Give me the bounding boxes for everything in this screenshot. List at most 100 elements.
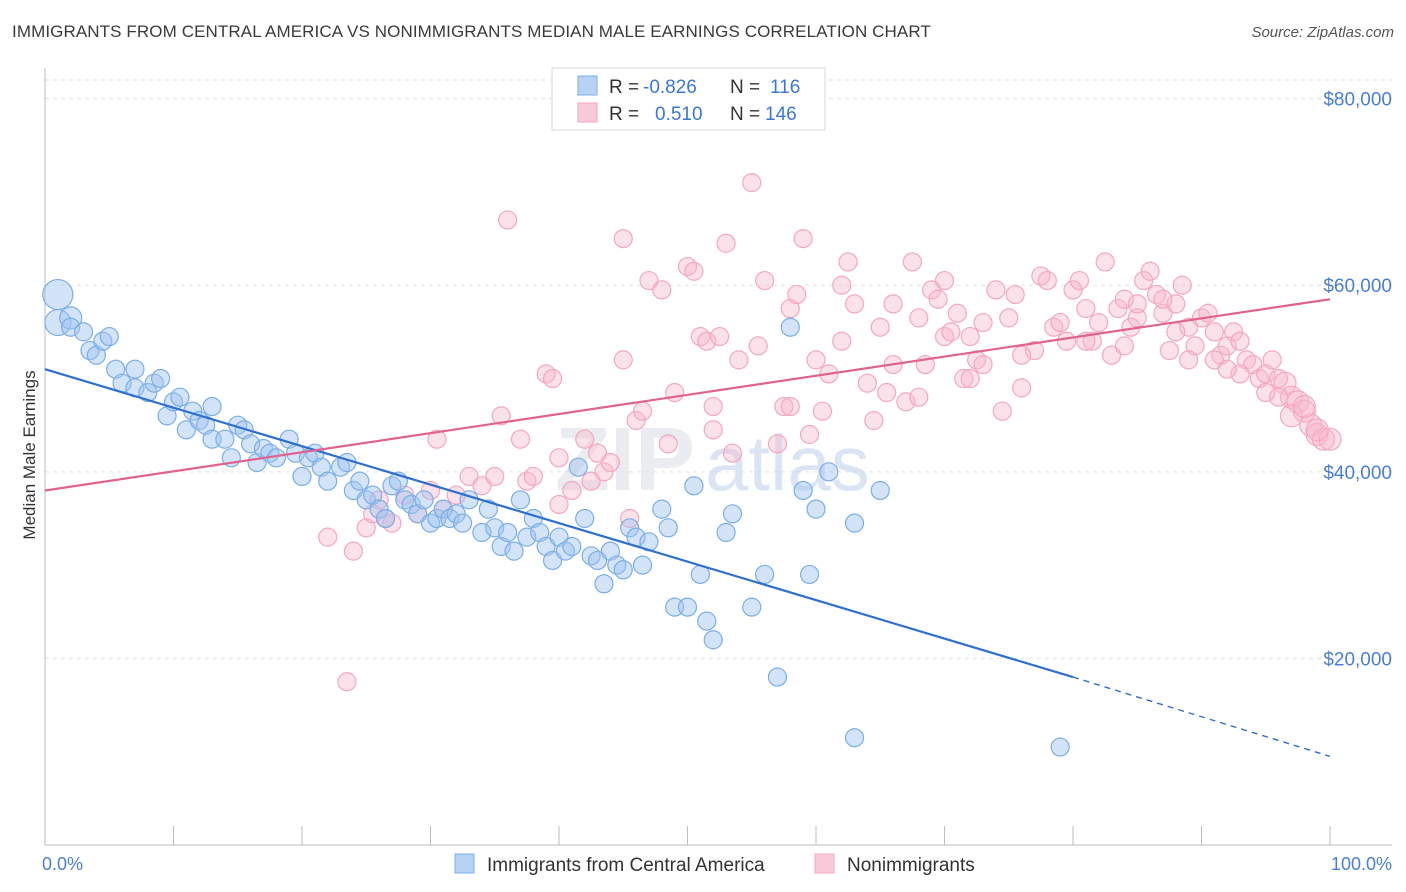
nonimmigrants-point — [542, 368, 563, 389]
immigrants-point — [369, 499, 389, 519]
immigrants-point — [684, 476, 704, 496]
immigrants-point — [806, 499, 826, 519]
nonimmigrants-point — [710, 326, 730, 347]
immigrants-point — [202, 396, 222, 417]
nonimmigrants-point — [902, 252, 922, 272]
nonimmigrants-point — [337, 672, 357, 692]
nonimmigrants-point — [1204, 350, 1224, 370]
y-tick-labels: $20,000 $40,000 $60,000 $80,000 — [1323, 90, 1392, 671]
bottom-legend-swatch-blue — [454, 853, 475, 874]
nonimmigrants-point — [632, 401, 653, 421]
nonimmigrants-point — [658, 434, 678, 454]
nonimmigrants-point — [832, 275, 852, 295]
nonimmigrants-point — [787, 284, 807, 305]
legend-r-value-1: -0.826 — [643, 77, 697, 98]
nonimmigrants-point — [1217, 336, 1237, 356]
immigrants-point — [453, 513, 473, 533]
immigrants-point — [716, 522, 736, 543]
immigrants-point — [318, 471, 338, 491]
immigrants-point — [742, 597, 762, 617]
nonimmigrants-point — [954, 368, 974, 389]
nonimmigrants-point — [729, 350, 749, 370]
nonimmigrants-point — [1114, 336, 1135, 356]
immigrants-point — [587, 550, 608, 571]
nonimmigrants-point — [992, 401, 1012, 421]
nonimmigrants-point — [613, 350, 633, 370]
immigrants-point — [61, 317, 81, 337]
nonimmigrants-point — [356, 518, 376, 538]
immigrants-point — [292, 466, 312, 487]
y-tick-label: $60,000 — [1323, 276, 1392, 297]
nonimmigrants-point — [1318, 427, 1342, 451]
immigrants-point — [42, 278, 74, 311]
nonimmigrants-point — [742, 173, 762, 193]
nonimmigrants-point — [472, 476, 492, 496]
y-tick-label: $80,000 — [1323, 90, 1392, 111]
immigrants-trend-extension — [1072, 676, 1331, 758]
nonimmigrants-point — [523, 466, 543, 487]
immigrants-point — [594, 574, 614, 594]
nonimmigrants-point — [1101, 345, 1122, 365]
legend-n-value-2: 146 — [765, 104, 797, 125]
nonimmigrants-point — [343, 541, 363, 561]
nonimmigrants-point — [427, 429, 447, 449]
nonimmigrants-point — [1050, 312, 1070, 333]
nonimmigrants-point — [780, 298, 800, 319]
nonimmigrants-point — [986, 280, 1006, 300]
nonimmigrants-point — [1153, 303, 1173, 323]
immigrants-point — [536, 536, 556, 557]
nonimmigrants-trend-line — [44, 298, 1331, 492]
y-tick-label: $20,000 — [1323, 649, 1392, 670]
immigrants-point — [363, 485, 383, 505]
nonimmigrants-point — [395, 485, 415, 505]
nonimmigrants-point — [767, 434, 788, 454]
nonimmigrants-point — [318, 527, 338, 547]
nonimmigrants-point — [1279, 404, 1304, 428]
nonimmigrants-point — [581, 471, 601, 491]
immigrants-point — [176, 420, 196, 440]
nonimmigrants-point — [1153, 289, 1173, 309]
nonimmigrants-point — [1024, 340, 1045, 361]
nonimmigrants-point — [774, 396, 794, 417]
nonimmigrants-point — [754, 270, 775, 291]
immigrants-point — [44, 308, 72, 337]
nonimmigrants-point — [973, 354, 993, 375]
chart-title: IMMIGRANTS FROM CENTRAL AMERICA VS NONIM… — [12, 22, 931, 41]
immigrants-point — [498, 522, 518, 543]
nonimmigrants-point — [639, 270, 659, 291]
nonimmigrants-point — [780, 396, 800, 417]
legend-n-label-2: N = — [730, 104, 760, 125]
immigrants-point — [241, 434, 261, 454]
immigrants-point — [870, 480, 890, 501]
nonimmigrants-point — [510, 429, 531, 449]
nonimmigrants-point — [549, 448, 569, 468]
nonimmigrants-point — [883, 294, 903, 314]
nonimmigrants-point — [1069, 270, 1090, 291]
nonimmigrants-point — [1063, 280, 1083, 300]
nonimmigrants-point — [799, 424, 820, 445]
nonimmigrants-point — [1114, 289, 1135, 309]
immigrants-point — [703, 630, 723, 650]
nonimmigrants-point — [1179, 317, 1199, 337]
nonimmigrants-point — [652, 280, 672, 300]
nonimmigrants-point — [575, 429, 595, 449]
nonimmigrants-point — [703, 396, 723, 417]
immigrants-point — [446, 504, 466, 524]
bottom-legend-label-immigrants: Immigrants from Central America — [487, 855, 765, 876]
immigrants-point — [311, 457, 331, 477]
nonimmigrants-point — [549, 494, 569, 515]
immigrants-point — [575, 508, 595, 529]
immigrants-point — [780, 317, 800, 337]
nonimmigrants-point — [1056, 331, 1077, 351]
nonimmigrants-point — [1243, 354, 1263, 375]
nonimmigrants-point — [748, 336, 768, 356]
trend-lines — [44, 298, 1331, 758]
immigrants-point — [73, 322, 94, 342]
nonimmigrants-point — [1166, 294, 1186, 314]
legend-r-label-2: R = — [609, 104, 639, 125]
nonimmigrants-point — [1230, 364, 1250, 384]
nonimmigrants-point — [947, 303, 967, 323]
nonimmigrants-point — [1305, 418, 1329, 442]
immigrants-point — [478, 499, 498, 519]
immigrants-point — [350, 471, 370, 491]
